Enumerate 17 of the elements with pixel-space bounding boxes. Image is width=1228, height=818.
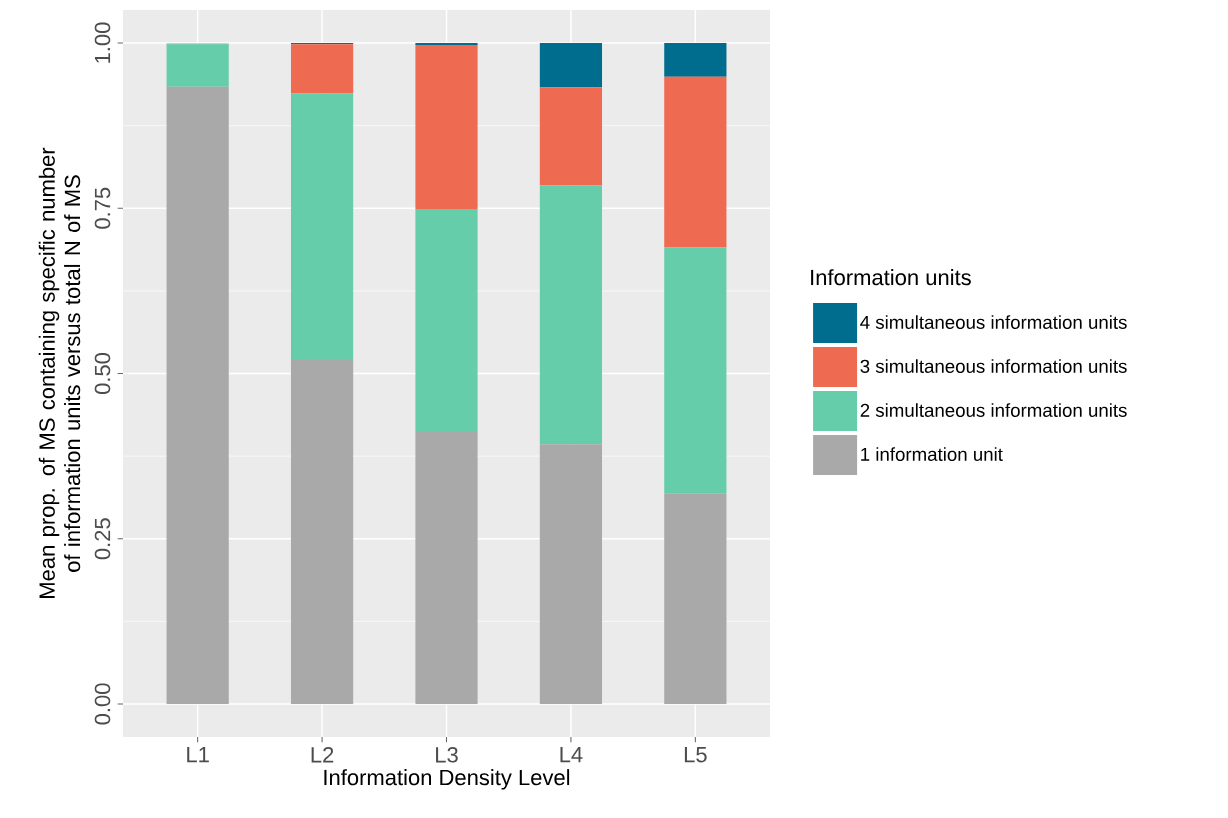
x-tick-label: L3 xyxy=(436,747,458,763)
legend-label: 3 simultaneous information units xyxy=(860,359,1127,373)
legend-label: 4 simultaneous information units xyxy=(860,315,1127,329)
x-tick-label: L1 xyxy=(187,747,209,763)
y-tick-label: 0.25 xyxy=(94,518,111,560)
x-tick-label: L4 xyxy=(560,747,583,763)
y-tick-label: 1.00 xyxy=(94,22,111,63)
y-tick-label: 0.00 xyxy=(94,683,111,725)
x-tick-label: L2 xyxy=(311,747,334,763)
legend-title: Information units xyxy=(811,269,971,286)
y-tick-label: 0.50 xyxy=(94,352,111,395)
legend-label: 2 simultaneous information units xyxy=(860,403,1127,417)
y-tick-label: 0.75 xyxy=(94,187,111,229)
legend-label: 1 information unit xyxy=(861,447,1003,461)
x-axis-title: Information Density Level xyxy=(324,769,570,790)
y-axis-title: Mean prop. of MS containing specific number of information units versus total N of MS xyxy=(38,147,81,598)
x-tick-label: L5 xyxy=(684,747,707,763)
